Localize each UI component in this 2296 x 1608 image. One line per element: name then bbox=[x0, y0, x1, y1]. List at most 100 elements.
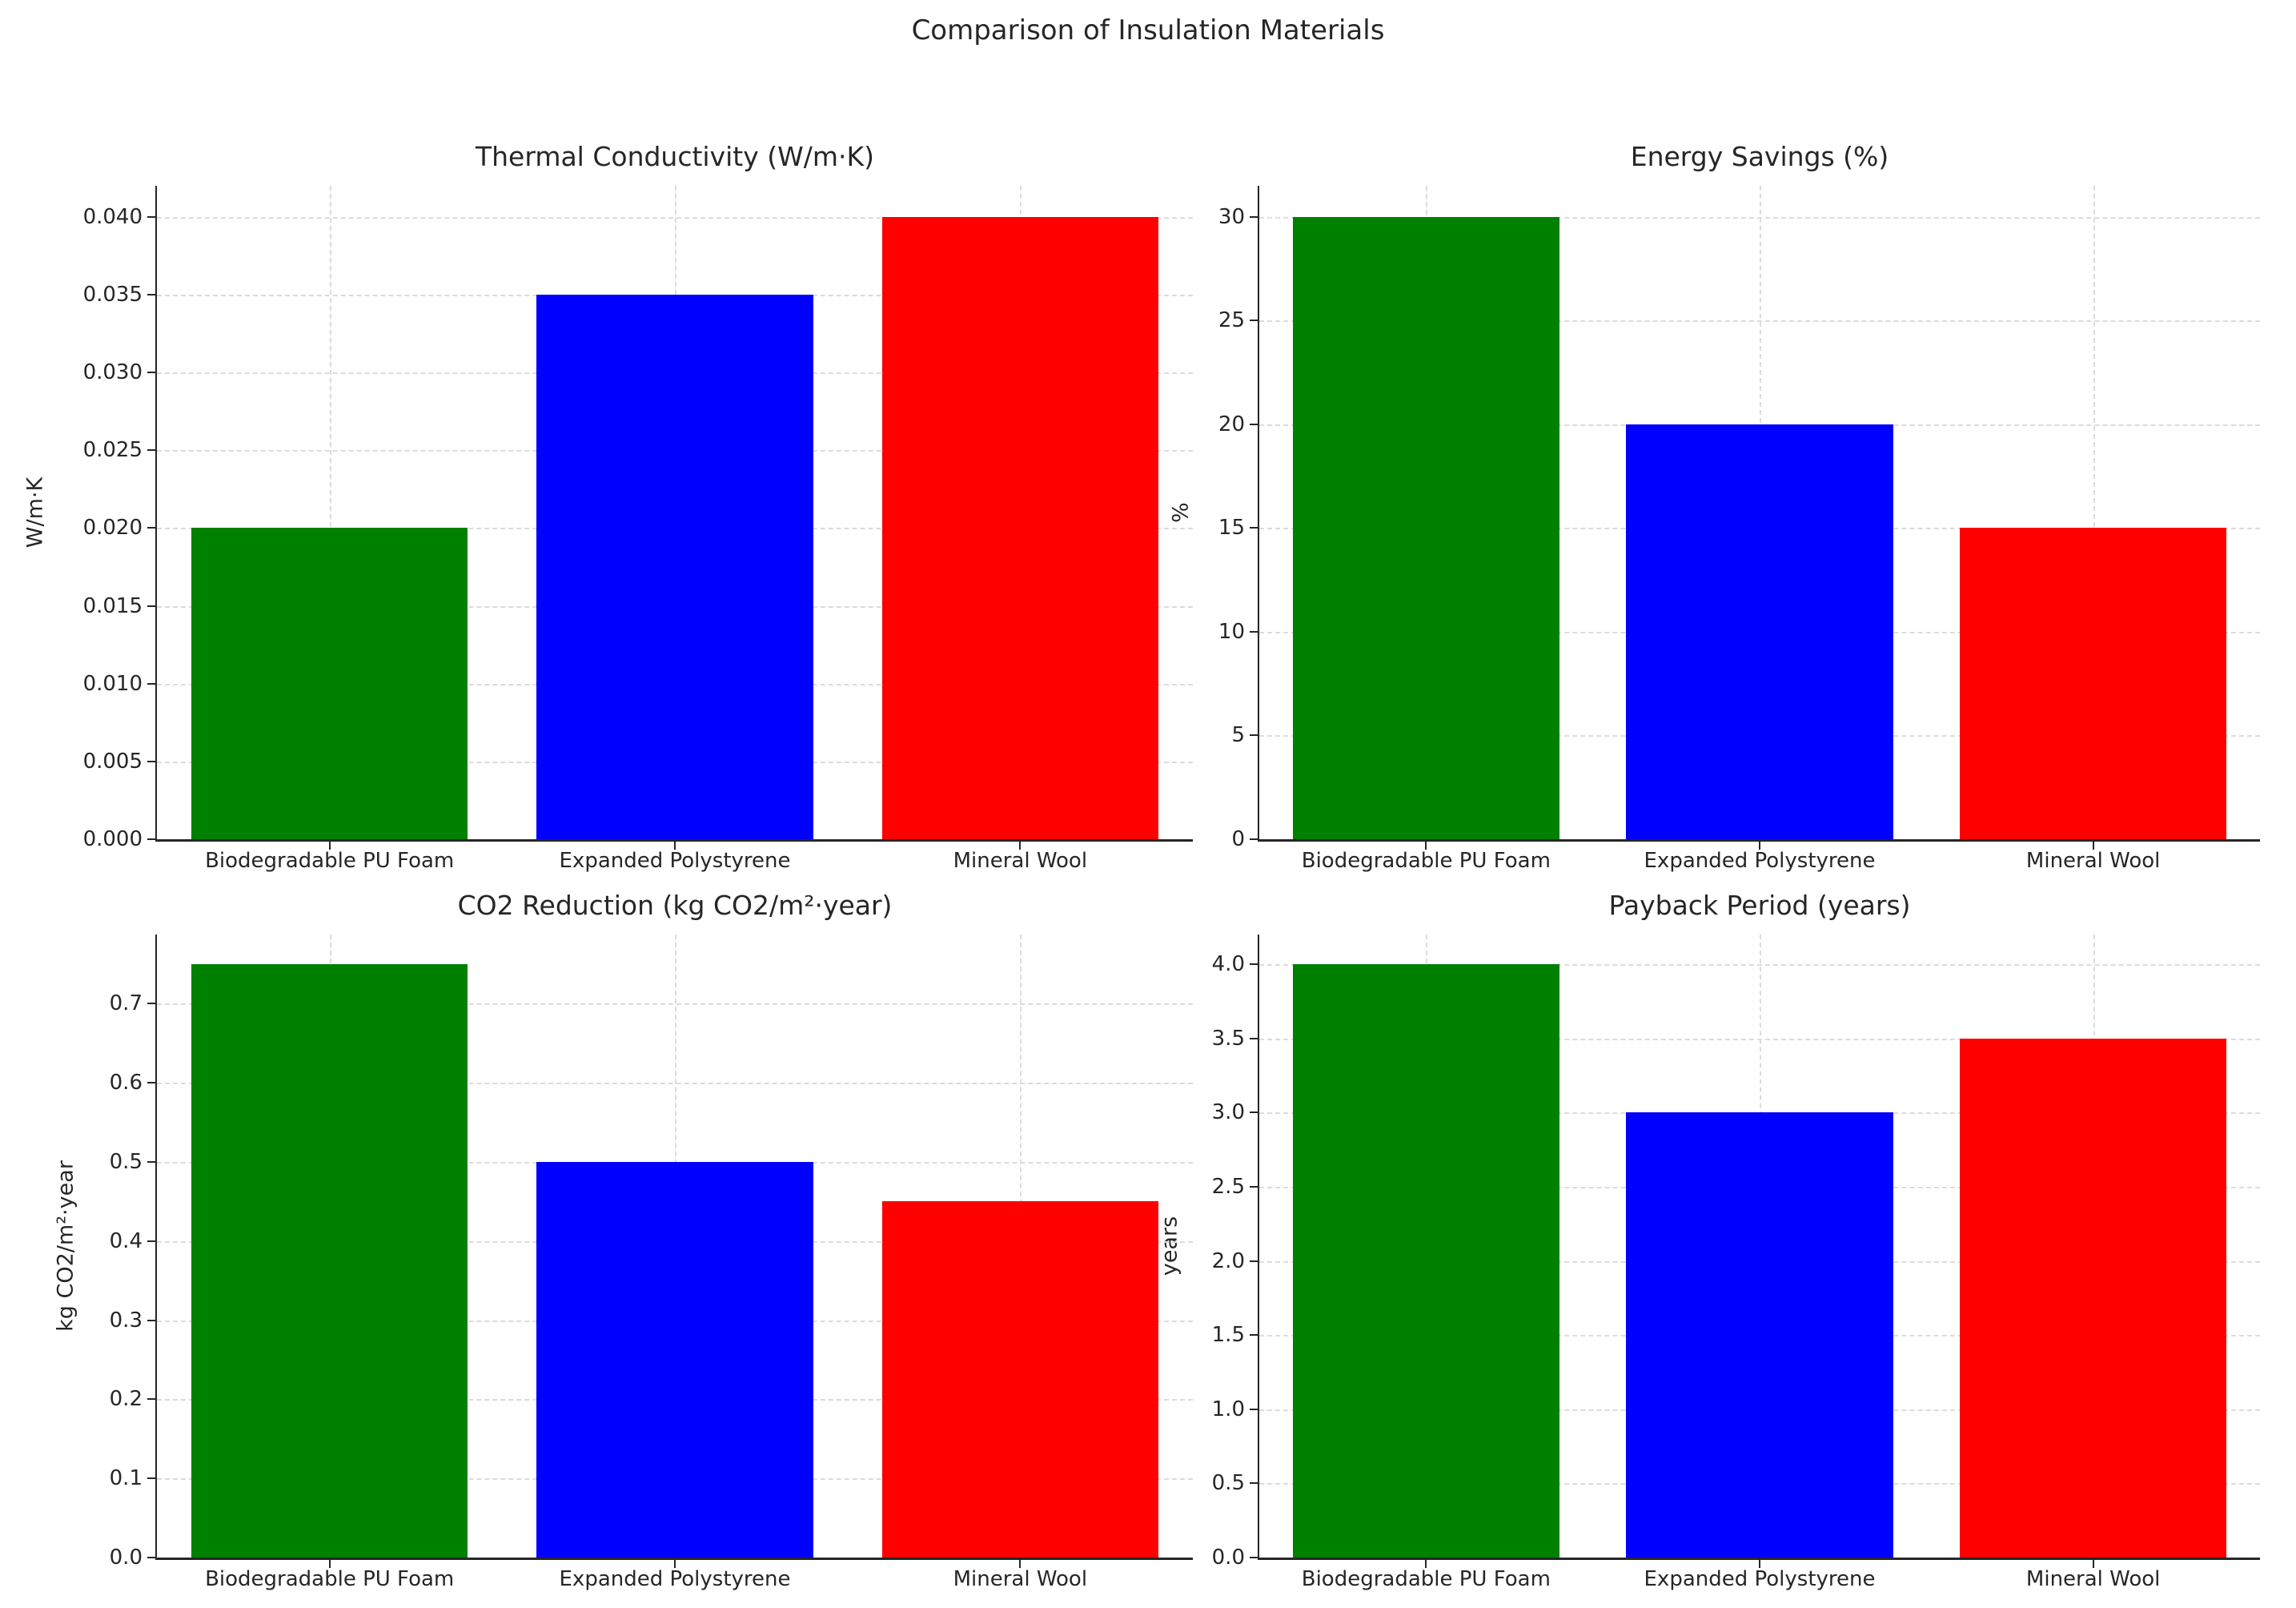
y-tick-label: 30 bbox=[1218, 204, 1245, 229]
axis-spine-bottom bbox=[1258, 1558, 2260, 1560]
y-tick-mark bbox=[1250, 1482, 1258, 1485]
bar-biodegradable-pu-foam bbox=[191, 528, 468, 839]
subplot-title: Thermal Conductivity (W/m·K) bbox=[475, 141, 875, 172]
y-tick-mark bbox=[147, 1161, 155, 1164]
y-tick-label: 0.040 bbox=[82, 204, 142, 229]
x-tick-mark bbox=[328, 1560, 331, 1568]
bar-expanded-polystyrene bbox=[1626, 424, 1893, 839]
axis-spine-left bbox=[1258, 935, 1259, 1558]
x-tick-label-biodegradable-pu-foam: Biodegradable PU Foam bbox=[205, 1567, 455, 1591]
axis-spine-bottom bbox=[155, 1558, 1193, 1560]
y-tick-label: 10 bbox=[1218, 619, 1245, 644]
y-tick-label: 0.0 bbox=[109, 1546, 142, 1570]
axis-spine-bottom bbox=[1258, 839, 2260, 842]
y-tick-label: 0.1 bbox=[109, 1466, 142, 1491]
y-tick-label: 3.5 bbox=[1211, 1026, 1245, 1051]
y-tick-mark bbox=[1250, 630, 1258, 633]
y-tick-mark bbox=[1250, 1260, 1258, 1262]
y-tick-mark bbox=[147, 1398, 155, 1401]
axis-spine-bottom bbox=[155, 839, 1193, 842]
y-tick-label: 0.7 bbox=[109, 991, 142, 1016]
y-tick-label: 2.5 bbox=[1211, 1174, 1245, 1199]
bar-mineral-wool bbox=[881, 216, 1158, 839]
y-tick-mark bbox=[147, 527, 155, 529]
subplot-co2-reduction: CO2 Reduction (kg CO2/m²·year) kg CO2/m²·… bbox=[54, 890, 1193, 1591]
x-tick-mark bbox=[1425, 842, 1427, 850]
subplot-thermal-conductivity: Thermal Conductivity (W/m·K) W/m·K 0.000 0.… bbox=[23, 141, 1193, 873]
y-tick-label: 0.4 bbox=[109, 1228, 142, 1253]
x-tick-mark bbox=[674, 842, 676, 850]
subplot-energy-savings: Energy Savings (%)% 0 5 10 15 20 25 30 Biodegrad… bbox=[1169, 141, 2260, 873]
x-tick-mark bbox=[1759, 1560, 1760, 1568]
axis-spine-left bbox=[1258, 186, 1259, 839]
y-tick-mark bbox=[147, 1003, 155, 1005]
x-tick-label-mineral-wool: Mineral Wool bbox=[953, 1567, 1088, 1591]
x-tick-label-biodegradable-pu-foam: Biodegradable PU Foam bbox=[1301, 1567, 1551, 1591]
x-tick-label-expanded-polystyrene: Expanded Polystyrene bbox=[1644, 849, 1876, 873]
subplot-title: CO2 Reduction (kg CO2/m²·year) bbox=[457, 890, 893, 921]
x-tick-label-expanded-polystyrene: Expanded Polystyrene bbox=[559, 849, 791, 873]
subplot-title: Energy Savings (%) bbox=[1630, 141, 1889, 172]
x-tick-label-mineral-wool: Mineral Wool bbox=[2025, 849, 2161, 873]
y-tick-mark bbox=[1250, 1112, 1258, 1114]
y-tick-mark bbox=[1250, 1037, 1258, 1039]
gridline-vertical bbox=[329, 186, 331, 839]
bar-mineral-wool bbox=[881, 1201, 1158, 1558]
y-tick-label: 2.0 bbox=[1211, 1248, 1245, 1273]
y-tick-label: 0.005 bbox=[82, 749, 142, 774]
x-tick-label-expanded-polystyrene: Expanded Polystyrene bbox=[1644, 1567, 1876, 1591]
y-tick-label: 0 bbox=[1231, 827, 1245, 851]
x-tick-mark bbox=[1759, 842, 1760, 850]
y-tick-label: 0.5 bbox=[1211, 1471, 1245, 1496]
y-tick-label: 0.0 bbox=[1211, 1546, 1245, 1570]
figure-title: Comparison of Insulation Materials bbox=[911, 14, 1385, 46]
y-tick-label: 0.6 bbox=[109, 1071, 142, 1095]
x-tick-mark bbox=[2092, 1560, 2094, 1568]
y-axis-label: kg CO2/m²·year bbox=[53, 1160, 78, 1332]
y-tick-label: 25 bbox=[1218, 308, 1245, 333]
y-tick-mark bbox=[147, 372, 155, 374]
bar-expanded-polystyrene bbox=[1626, 1112, 1893, 1558]
y-tick-mark bbox=[1250, 734, 1258, 737]
x-tick-mark bbox=[2092, 842, 2094, 850]
y-tick-label: 0.5 bbox=[109, 1150, 142, 1175]
y-tick-mark bbox=[1250, 1408, 1258, 1410]
y-tick-mark bbox=[147, 449, 155, 452]
x-tick-label-biodegradable-pu-foam: Biodegradable PU Foam bbox=[1301, 849, 1551, 873]
y-tick-mark bbox=[1250, 963, 1258, 966]
subplot-payback-period: Payback Period (years) years 0.0 0.5 1.0 1.5 2… bbox=[1158, 890, 2260, 1591]
y-tick-mark bbox=[1250, 1557, 1258, 1558]
x-tick-label-biodegradable-pu-foam: Biodegradable PU Foam bbox=[205, 849, 455, 873]
subplot-title: Payback Period (years) bbox=[1608, 890, 1911, 921]
y-tick-mark bbox=[147, 760, 155, 762]
x-tick-mark bbox=[1019, 842, 1022, 850]
y-tick-mark bbox=[1250, 1185, 1258, 1188]
y-tick-mark bbox=[1250, 838, 1258, 840]
y-tick-mark bbox=[1250, 423, 1258, 425]
y-tick-label: 0.3 bbox=[109, 1308, 142, 1333]
x-tick-mark bbox=[674, 1560, 676, 1568]
bar-expanded-polystyrene bbox=[536, 1162, 813, 1558]
y-tick-label: 0.010 bbox=[82, 671, 142, 696]
y-tick-label: 0.020 bbox=[82, 516, 142, 541]
x-tick-mark bbox=[1019, 1560, 1022, 1568]
bar-mineral-wool bbox=[1959, 1038, 2227, 1558]
y-tick-label: 0.2 bbox=[109, 1387, 142, 1412]
x-tick-label-mineral-wool: Mineral Wool bbox=[2025, 1567, 2161, 1591]
y-tick-label: 0.025 bbox=[82, 438, 142, 463]
y-tick-label: 15 bbox=[1218, 516, 1245, 541]
y-tick-mark bbox=[147, 1319, 155, 1321]
gridline-vertical bbox=[2093, 186, 2095, 839]
x-tick-label-expanded-polystyrene: Expanded Polystyrene bbox=[559, 1567, 791, 1591]
axis-spine-left bbox=[155, 186, 157, 839]
bar-biodegradable-pu-foam bbox=[1292, 964, 1559, 1558]
y-tick-label: 20 bbox=[1218, 412, 1245, 436]
y-tick-mark bbox=[147, 838, 155, 840]
y-tick-mark bbox=[147, 1557, 155, 1558]
y-tick-label: 4.0 bbox=[1211, 952, 1245, 977]
y-tick-mark bbox=[147, 1082, 155, 1084]
bar-mineral-wool bbox=[1959, 528, 2227, 839]
axis-spine-left bbox=[155, 935, 157, 1558]
y-tick-mark bbox=[147, 1477, 155, 1480]
